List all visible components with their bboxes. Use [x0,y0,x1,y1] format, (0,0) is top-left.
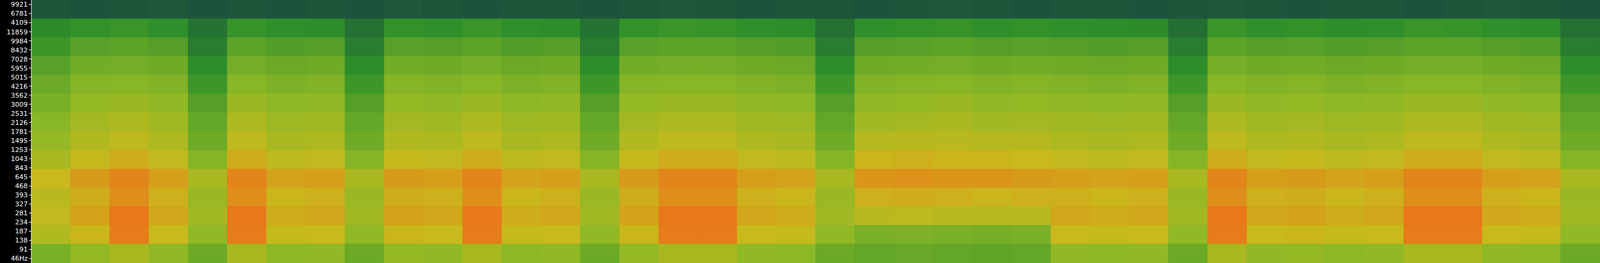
svg-text:3562: 3562 [10,91,28,100]
svg-text:9921: 9921 [10,0,28,9]
svg-text:5955: 5955 [10,64,28,73]
svg-text:7028: 7028 [10,55,28,64]
svg-text:2531: 2531 [10,109,28,118]
svg-text:2126: 2126 [10,118,28,127]
svg-text:1495: 1495 [10,136,28,145]
svg-text:645: 645 [15,172,28,181]
svg-text:281: 281 [15,208,28,217]
svg-text:11859: 11859 [6,28,28,37]
svg-text:843: 843 [15,163,28,172]
svg-text:1781: 1781 [10,127,28,136]
svg-text:9984: 9984 [10,37,28,46]
svg-text:187: 187 [15,227,28,235]
svg-text:234: 234 [15,217,28,226]
svg-text:1253: 1253 [10,145,28,154]
svg-text:138: 138 [15,236,28,244]
svg-text:1043: 1043 [10,154,28,163]
svg-text:5015: 5015 [10,73,28,82]
svg-text:468: 468 [15,181,28,190]
svg-text:3009: 3009 [10,100,28,109]
svg-text:327: 327 [15,199,28,208]
svg-text:91: 91 [19,245,28,253]
svg-text:8432: 8432 [10,46,28,55]
svg-text:6781: 6781 [10,9,28,18]
svg-text:4109: 4109 [10,18,28,27]
svg-text:4216: 4216 [10,82,28,91]
svg-text:393: 393 [15,190,28,199]
svg-text:46Hz: 46Hz [10,254,28,262]
